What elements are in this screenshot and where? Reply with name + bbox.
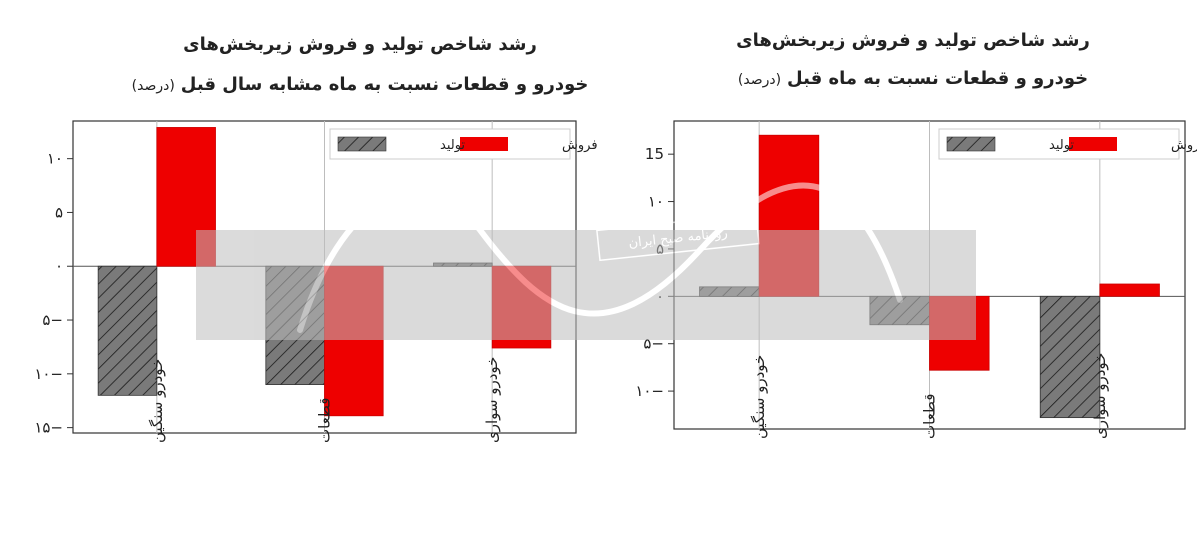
chart2-legend-swatch-sales [1069, 137, 1117, 151]
chart2-title-line1: رشد شاخص تولید و فروش زیربخش‌های [736, 30, 1090, 51]
chart1-legend-swatch-sales [460, 137, 508, 151]
chart1-category-label: خودرو سواری [483, 357, 501, 443]
chart1-category-label: خودرو سنگین [148, 359, 166, 443]
watermark: روزنامه صبح ایران [196, 182, 976, 340]
chart1-legend-swatch-production [337, 136, 387, 152]
chart2-legend-label-production: تولید [1049, 138, 1074, 153]
chart2-bar-production [1039, 295, 1101, 419]
watermark-label-box [596, 212, 760, 262]
chart2-legend-box [938, 128, 1180, 160]
chart2-bar-sales [1099, 283, 1160, 297]
chart2-ytick-label: 15 [645, 145, 664, 163]
chart2-legend-label-sales: فروش [1171, 138, 1197, 153]
chart2-ytick-label: ۱۰− [635, 382, 664, 400]
chart2-category-label: خودرو سواری [1091, 353, 1109, 439]
chart2-category-label: قطعات [921, 394, 939, 439]
watermark-calligraphy-icon [297, 182, 903, 333]
chart1-ytick-label: ۵− [42, 311, 63, 329]
chart1-legend-label-production: تولید [440, 138, 465, 153]
chart1-title-line1: رشد شاخص تولید و فروش زیربخش‌های [183, 34, 537, 55]
chart1-legend-label-sales: فروش [562, 138, 598, 153]
chart2-ytick-label: ۱۰ [648, 193, 664, 211]
chart1-title-line2-group: خودرو و قطعات نسبت به ماه مشابه سال قبل (… [132, 74, 589, 95]
chart2-title-unit: (درصد) [738, 72, 781, 88]
chart2-legend-swatch-production [946, 136, 996, 152]
watermark-band [196, 230, 976, 340]
chart1-ytick-label: ۱۵− [34, 419, 63, 437]
chart2-title-line2: خودرو و قطعات نسبت به ماه قبل [787, 68, 1088, 89]
chart2-category-label: خودرو سنگین [750, 355, 768, 439]
chart1-title-unit: (درصد) [132, 78, 175, 94]
chart1-ytick-label: ۵ [55, 203, 63, 221]
chart1-title-line2: خودرو و قطعات نسبت به ماه مشابه سال قبل [181, 74, 589, 95]
chart1-category-label: قطعات [316, 398, 334, 443]
chart1-ytick-label: ۱۰− [34, 365, 63, 383]
chart1-bar-production [97, 265, 158, 396]
chart1-ytick-label: ۰ [55, 257, 63, 275]
chart1-ytick-label: ۱۰ [47, 150, 63, 168]
chart2-title-line2-group: خودرو و قطعات نسبت به ماه قبل (درصد) [738, 68, 1088, 89]
